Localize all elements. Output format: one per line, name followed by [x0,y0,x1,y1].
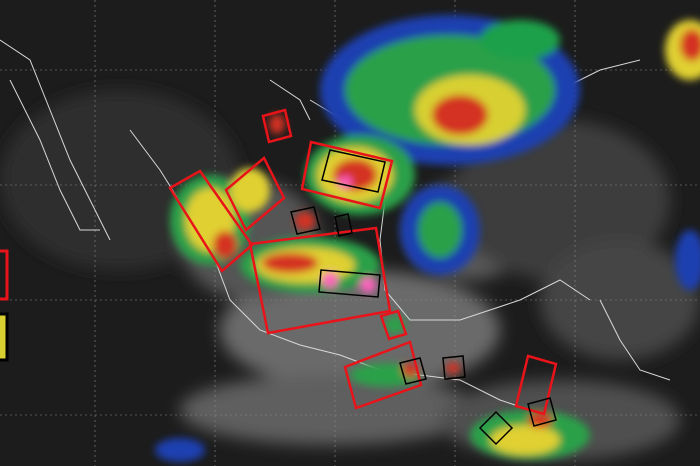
storm-cells [155,15,700,462]
legend-swatches [0,249,9,362]
alert-boxes-black [290,149,557,446]
alert-boxes-red [168,108,558,416]
